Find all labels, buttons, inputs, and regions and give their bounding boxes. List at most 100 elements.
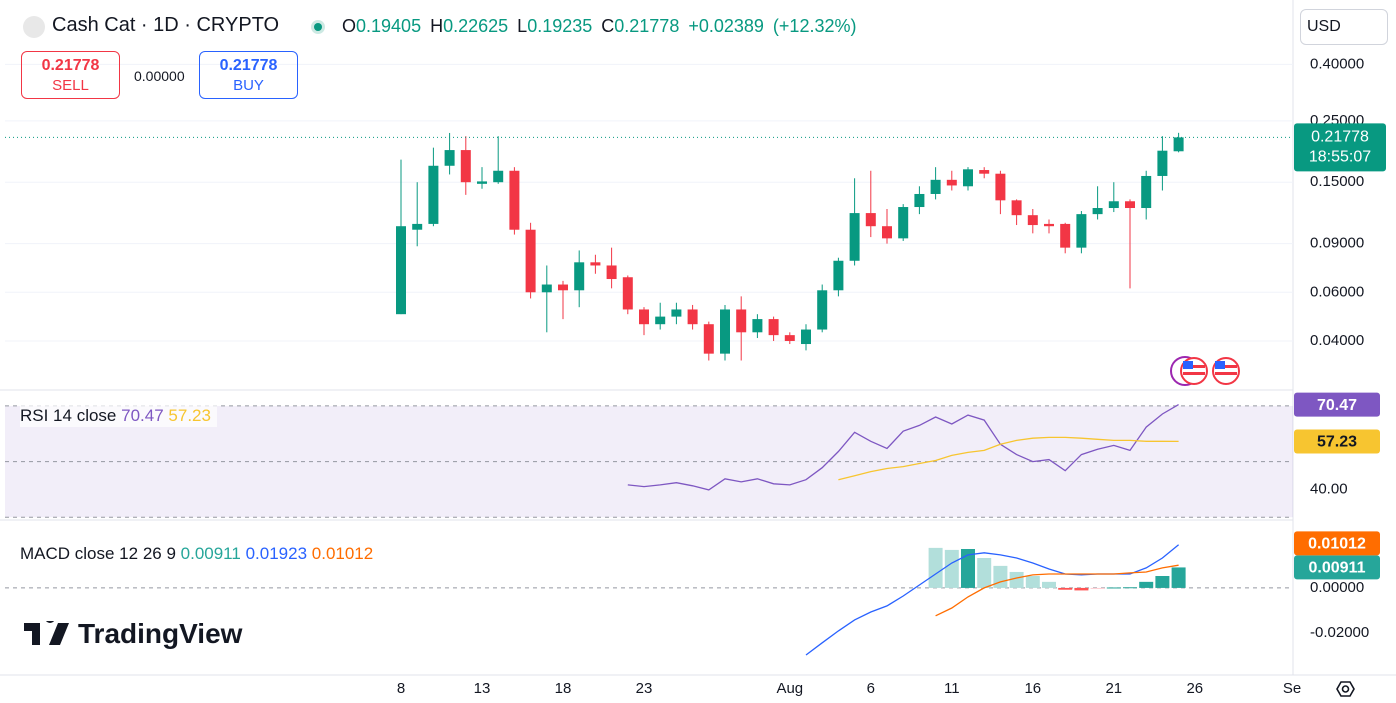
histogram-bar — [1025, 576, 1040, 588]
histogram-bar — [1171, 567, 1186, 588]
watermark-logo — [24, 621, 69, 645]
histogram-bar — [1155, 576, 1170, 588]
candle-body — [768, 319, 779, 336]
candle-body — [558, 284, 568, 291]
candle-body — [882, 226, 892, 239]
open-label: O — [342, 16, 357, 36]
candle-body — [1108, 201, 1119, 209]
y-tick-label: 0.15000 — [1310, 173, 1364, 190]
currency-select[interactable]: USD — [1300, 9, 1388, 45]
y-tick-label: 40.00 — [1310, 480, 1348, 497]
candle-body — [1076, 214, 1087, 248]
high-label: H — [430, 16, 444, 36]
y-tick-label: 0.06000 — [1310, 283, 1364, 300]
histogram-bar — [1090, 587, 1105, 589]
candle-body — [1092, 208, 1103, 215]
candle-body — [493, 170, 504, 183]
candle-body — [1173, 137, 1184, 152]
candle-body — [849, 213, 860, 261]
series-line — [627, 404, 1179, 491]
buy-label: BUY — [233, 77, 264, 94]
candle-body — [914, 193, 925, 208]
candle-body — [946, 179, 957, 186]
x-tick-label: 13 — [474, 680, 491, 697]
signal-value: 0.01012 — [311, 544, 374, 563]
series-badge: 70.47 — [1317, 397, 1357, 414]
candle-body — [687, 309, 698, 325]
candle-body — [412, 223, 423, 230]
sell-price: 0.21778 — [41, 57, 100, 74]
x-tick-label: Aug — [776, 680, 803, 697]
settings-button[interactable] — [1336, 681, 1355, 697]
change-pct: (+12.32%) — [772, 16, 857, 36]
candle-body — [703, 324, 714, 354]
rsi-legend: RSI 14 close 70.47 57.23 — [20, 405, 217, 427]
ohlc-legend: O 0.19405 H 0.22625 L 0.19235 C 0.21778 +0.0… — [342, 16, 865, 37]
candle-body — [460, 150, 471, 183]
y-tick-label: -0.02000 — [1310, 624, 1369, 641]
buy-price: 0.21778 — [219, 57, 278, 74]
candle-body — [428, 165, 439, 224]
y-tick-label: 0.09000 — [1310, 235, 1364, 252]
candle-body — [801, 329, 811, 345]
histogram-badge: 0.00911 — [1309, 560, 1366, 577]
candle-body — [509, 170, 520, 230]
candle-body — [930, 179, 941, 194]
countdown: 18:55:07 — [1309, 149, 1371, 166]
candle-body — [979, 170, 990, 174]
candle-body — [963, 169, 973, 187]
close-value: 0.21778 — [614, 16, 680, 36]
change: +0.02389 — [688, 16, 764, 36]
histogram-bar — [1106, 587, 1121, 589]
macd-value: 0.01923 — [245, 544, 308, 563]
candle-body — [590, 262, 601, 266]
candle-body — [606, 265, 617, 280]
histogram-bar — [1139, 581, 1154, 588]
candle-body — [817, 290, 828, 330]
buy-button[interactable]: 0.21778 BUY — [199, 51, 298, 99]
histogram-bar — [1058, 587, 1073, 590]
histogram-bar — [1123, 587, 1137, 589]
series-badge-bg — [1294, 392, 1380, 417]
candle-body — [477, 181, 487, 184]
histogram-bar — [993, 565, 1008, 588]
candle-body — [995, 173, 1006, 201]
x-tick-label: 11 — [944, 680, 960, 697]
x-tick-label: 6 — [867, 680, 875, 697]
macd-legend: MACD close 12 26 9 0.00911 0.01923 0.010… — [20, 543, 380, 565]
candle-body — [655, 316, 666, 325]
candle-body — [784, 335, 795, 341]
x-tick-label: 8 — [397, 680, 405, 697]
signal-badge-bg — [1294, 531, 1380, 556]
candle-body — [639, 309, 649, 325]
x-tick-label: 21 — [1105, 680, 1122, 697]
series-line — [935, 564, 1179, 617]
candle-body — [898, 207, 909, 239]
candle-body — [444, 150, 455, 166]
candle-body — [1141, 175, 1152, 209]
x-tick-label: Se — [1283, 680, 1301, 697]
candle-body — [1125, 201, 1135, 209]
sell-button[interactable]: 0.21778 SELL — [21, 51, 120, 99]
histogram-badge-bg — [1294, 555, 1380, 580]
y-tick-label: 0.40000 — [1310, 55, 1364, 72]
signal-badge: 0.01012 — [1308, 536, 1366, 553]
candle-body — [1027, 215, 1038, 226]
histogram-bar — [977, 558, 992, 588]
high-value: 0.22625 — [443, 16, 509, 36]
x-tick-label: 16 — [1024, 680, 1041, 697]
currency: USD — [1307, 18, 1341, 35]
candle-body — [541, 284, 552, 293]
series-line — [838, 436, 1179, 481]
histogram-bar — [944, 549, 959, 588]
candle-body — [525, 229, 536, 293]
candle-body — [865, 213, 876, 227]
last-price: 0.21778 — [1311, 129, 1369, 146]
x-tick-label: 18 — [555, 680, 572, 697]
series-badge-bg — [1294, 429, 1380, 454]
low-value: 0.19235 — [527, 16, 593, 36]
x-tick-label: 23 — [636, 680, 653, 697]
candle-body — [736, 309, 747, 333]
